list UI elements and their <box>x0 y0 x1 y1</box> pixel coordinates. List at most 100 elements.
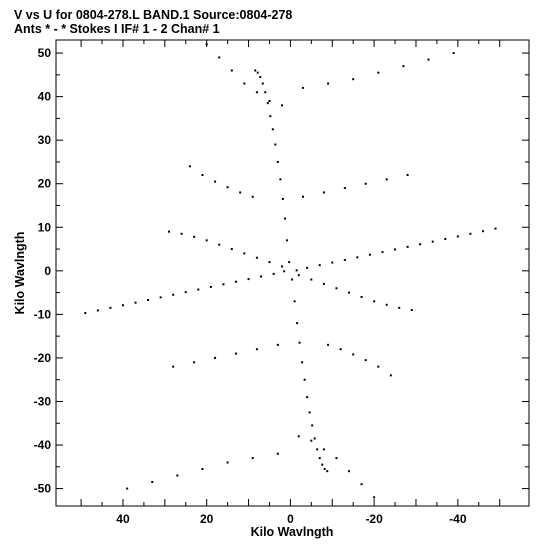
uv-point <box>398 306 401 309</box>
uv-point <box>293 300 296 303</box>
uv-point <box>310 439 313 442</box>
uv-point <box>335 457 338 460</box>
uv-point <box>327 343 330 346</box>
uv-point <box>322 448 325 451</box>
uv-point <box>301 86 304 89</box>
plot-frame <box>55 39 530 507</box>
uv-point <box>303 378 306 381</box>
uv-point <box>281 197 284 200</box>
uv-point <box>348 291 351 294</box>
uv-point <box>274 143 277 146</box>
y-tick-label: 0 <box>44 264 51 278</box>
y-tick-label: 50 <box>38 46 52 60</box>
uv-point <box>172 365 175 368</box>
uv-point <box>406 174 409 177</box>
uv-point <box>151 481 154 484</box>
y-tick-label: 10 <box>38 220 52 234</box>
uv-point <box>271 128 274 131</box>
uv-point <box>218 56 221 59</box>
uv-point <box>381 251 384 254</box>
uv-point <box>180 232 183 235</box>
uv-point <box>260 275 263 278</box>
x-tick-label: 0 <box>287 512 294 526</box>
uv-point <box>316 448 319 451</box>
uv-point <box>276 160 279 163</box>
uv-point <box>295 269 298 272</box>
uv-point <box>193 361 196 364</box>
uv-point <box>402 65 405 68</box>
uv-point <box>343 187 346 190</box>
uv-point <box>234 352 237 355</box>
uv-point <box>176 474 179 477</box>
uv-point <box>364 359 367 362</box>
uv-point <box>172 293 175 296</box>
uv-point <box>254 69 257 72</box>
uv-point <box>322 191 325 194</box>
y-tick-label: -10 <box>34 307 52 321</box>
uv-point <box>226 186 229 189</box>
uv-point <box>168 230 171 233</box>
uv-point <box>385 303 388 306</box>
uv-point <box>268 261 271 264</box>
uv-point <box>283 217 286 220</box>
y-tick-label: 20 <box>38 177 52 191</box>
uv-point <box>197 288 200 291</box>
uv-point <box>286 239 289 242</box>
plot-subtitle: Ants * - * Stokes I IF# 1 - 2 Chan# 1 <box>14 22 220 36</box>
uv-point <box>306 266 309 269</box>
uv-point <box>205 43 208 46</box>
x-tick-label: -20 <box>365 512 383 526</box>
uv-point <box>494 227 497 230</box>
uv-point <box>444 238 447 241</box>
uv-point <box>281 104 284 107</box>
tick-marks <box>56 40 529 506</box>
uv-point <box>377 365 380 368</box>
uv-point <box>406 245 409 248</box>
uv-point <box>301 195 304 198</box>
data-points <box>84 43 497 499</box>
uv-point <box>218 243 221 246</box>
uv-point <box>230 248 233 251</box>
uv-point <box>452 52 455 55</box>
uv-point <box>283 270 286 273</box>
uv-point <box>297 435 300 438</box>
uv-point <box>193 235 196 238</box>
uv-point <box>84 312 87 315</box>
uv-point <box>272 272 275 275</box>
uv-point <box>147 299 150 302</box>
uv-point <box>301 361 304 364</box>
x-tick-label: 40 <box>116 512 130 526</box>
uv-point <box>385 178 388 181</box>
uv-point <box>222 283 225 286</box>
uv-point <box>243 252 246 255</box>
uv-point <box>335 287 338 290</box>
uv-point <box>96 309 99 312</box>
uv-point <box>297 274 300 277</box>
y-tick-label: -40 <box>34 438 52 452</box>
uv-point <box>279 178 282 181</box>
uv-point <box>318 264 321 267</box>
uv-point <box>226 461 229 464</box>
uv-point <box>201 467 204 470</box>
uv-point <box>306 396 309 399</box>
uv-point <box>159 296 162 299</box>
uv-point <box>251 195 254 198</box>
uv-point <box>281 265 284 268</box>
uv-point <box>276 452 279 455</box>
uv-point <box>431 240 434 243</box>
uv-point <box>326 470 329 473</box>
uv-point <box>308 411 311 414</box>
y-tick-label: -50 <box>34 482 52 496</box>
uv-point <box>268 99 271 102</box>
uv-point <box>327 82 330 85</box>
y-tick-label: 40 <box>38 90 52 104</box>
uv-point <box>201 174 204 177</box>
uv-point <box>234 280 237 283</box>
y-axis-label: Kilo Wavlngth <box>13 232 27 315</box>
uv-point <box>184 291 187 294</box>
uv-point <box>264 91 267 94</box>
uv-point <box>343 258 346 261</box>
y-tick-label: -30 <box>34 394 52 408</box>
uv-point <box>481 230 484 233</box>
uv-point <box>323 467 326 470</box>
